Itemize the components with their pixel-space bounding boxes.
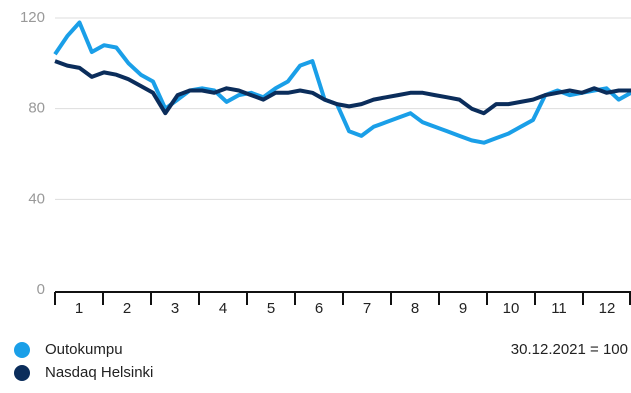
annotation: 30.12.2021 = 100 — [511, 341, 628, 358]
series-line — [54, 59, 631, 116]
x-tick-label: 2 — [123, 300, 131, 317]
x-tick-label: 9 — [459, 300, 467, 317]
series-line — [53, 20, 631, 145]
legend-label: Outokumpu — [45, 341, 123, 358]
y-tick-label: 40 — [28, 190, 45, 207]
legend-marker — [14, 365, 30, 381]
x-tick-label: 11 — [551, 300, 567, 317]
x-tick-label: 3 — [171, 300, 179, 317]
x-tick-label: 7 — [363, 300, 371, 317]
legend-marker — [14, 342, 30, 358]
x-tick-label: 10 — [503, 300, 520, 317]
x-tick-label: 12 — [599, 300, 616, 317]
y-tick-label: 120 — [20, 9, 45, 26]
x-tick-label: 5 — [267, 300, 275, 317]
x-tick-label: 4 — [219, 300, 227, 317]
x-tick-label: 1 — [75, 300, 83, 317]
legend-label: Nasdaq Helsinki — [45, 364, 153, 381]
x-tick-label: 8 — [411, 300, 419, 317]
y-tick-label: 80 — [28, 100, 45, 117]
y-tick-label: 0 — [37, 281, 45, 298]
x-tick-label: 6 — [315, 300, 323, 317]
